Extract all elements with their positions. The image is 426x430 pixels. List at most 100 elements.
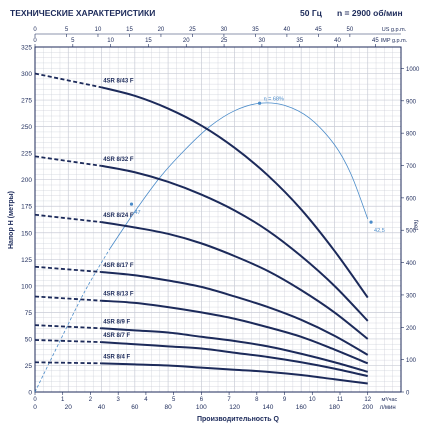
y-tick-label: 300	[21, 71, 32, 78]
pump-curve-line	[101, 341, 368, 378]
imp-gpm-tick-label: 15	[145, 38, 152, 44]
y-tick-label: 100	[21, 283, 32, 290]
feet-tick-label: 300	[406, 293, 417, 299]
imp-gpm-tick-label: 10	[107, 38, 114, 44]
us-gpm-tick-label: 25	[189, 27, 196, 33]
m3h-tick-label: 11	[337, 397, 344, 403]
m3h-unit-label: м³/час	[381, 397, 397, 403]
imp-gpm-unit-label: IMP g.p.m.	[381, 38, 408, 44]
us-gpm-tick-label: 35	[252, 27, 259, 33]
x-tick-label: 80	[164, 404, 172, 411]
imp-gpm-tick-label: 40	[334, 38, 341, 44]
pump-curve-label: 4SR 8/4 F	[103, 354, 130, 360]
us-gpm-tick-label: 50	[347, 27, 354, 33]
pump-curve-shutoff-dashed	[34, 155, 102, 167]
efficiency-curve-group: η = 68% 47 42,5	[34, 96, 385, 393]
imp-gpm-tick-label: 35	[296, 38, 303, 44]
feet-tick-label: 700	[406, 164, 417, 170]
efficiency-peak-marker	[257, 101, 262, 105]
x-tick-label: 180	[329, 404, 340, 411]
feet-tick-label: 600	[406, 196, 417, 202]
y-tick-label: 25	[25, 363, 33, 370]
y-tick-label: 250	[21, 124, 32, 131]
pump-curve-shutoff-dashed	[34, 265, 102, 273]
x-tick-label: 20	[65, 404, 73, 411]
y-tick-label: 50	[25, 336, 33, 343]
imp-gpm-tick-label: 0	[33, 38, 37, 44]
y-tick-label: 275	[21, 98, 32, 105]
m3h-tick-label: 12	[364, 397, 371, 403]
pump-curve-line	[101, 327, 369, 373]
m3h-tick-label: 6	[200, 397, 204, 403]
imp-gpm-tick-label: 20	[183, 38, 190, 44]
frequency-label: 50 Гц	[300, 8, 322, 18]
speed-label: n = 2900 об/мин	[337, 8, 403, 18]
m3h-tick-label: 2	[89, 397, 93, 403]
x-tick-label: 0	[33, 404, 37, 411]
pump-curve-line	[101, 299, 369, 365]
efficiency-curve-dashed	[34, 248, 111, 393]
feet-unit-label: feet	[412, 220, 418, 230]
feet-tick-label: 900	[406, 99, 417, 105]
pump-curve-label: 4SR 8/9 F	[103, 319, 130, 325]
x-tick-label: 200	[362, 404, 373, 411]
us-gpm-tick-label: 15	[126, 27, 133, 33]
y-tick-label: 175	[21, 204, 32, 211]
x-tick-label: 140	[262, 404, 273, 411]
y-axis-title: Напор H (метры)	[8, 191, 15, 249]
pump-curves-group: 4SR 8/43 F 4SR 8/32 F 4SR 8/24 F 4SR 8/17 F…	[34, 72, 369, 385]
pump-curve-shutoff-dashed	[34, 72, 102, 89]
feet-tick-label: 100	[406, 358, 417, 364]
feet-tick-label: 1000	[406, 67, 420, 73]
feet-tick-label: 400	[406, 261, 417, 267]
pump-curve-shutoff-dashed	[34, 295, 102, 302]
pump-curve-line	[101, 86, 369, 299]
annotation-marker	[369, 220, 373, 224]
pump-curve-shutoff-dashed	[34, 361, 102, 365]
y-tick-label: 75	[25, 310, 33, 317]
x-tick-label: 160	[296, 404, 307, 411]
m3h-tick-label: 8	[255, 397, 259, 403]
m3h-tick-label: 1	[61, 397, 65, 403]
imp-gpm-tick-label: 45	[372, 38, 379, 44]
page-title: ТЕХНИЧЕСКИЕ ХАРАКТЕРИСТИКИ	[10, 8, 156, 18]
m3h-tick-label: 0	[33, 397, 37, 403]
x-tick-label: 120	[229, 404, 240, 411]
x-tick-label: 40	[98, 404, 106, 411]
pump-curve-shutoff-dashed	[34, 324, 102, 330]
x-tick-label: 100	[196, 404, 207, 411]
imp-gpm-tick-label: 25	[221, 38, 228, 44]
us-gpm-tick-label: 20	[158, 27, 165, 33]
annotation-label: 42,5	[374, 228, 385, 234]
m3h-tick-label: 4	[144, 397, 148, 403]
us-gpm-tick-label: 40	[284, 27, 291, 33]
efficiency-label: η = 68%	[264, 96, 284, 102]
imp-gpm-tick-label: 5	[71, 38, 75, 44]
y-tick-label: 150	[21, 230, 32, 237]
m3h-tick-label: 7	[227, 397, 231, 403]
y-tick-label: 0	[28, 390, 32, 397]
x-tick-label: 60	[131, 404, 139, 411]
y-tick-label: 125	[21, 257, 32, 264]
feet-tick-label: 500	[406, 229, 417, 235]
pump-curve-line	[101, 271, 369, 356]
pump-curve-label: 4SR 8/17 F	[103, 263, 134, 269]
y-tick-label: 325	[21, 45, 32, 52]
m3h-tick-label: 5	[172, 397, 176, 403]
annotation-marker	[129, 202, 134, 206]
pump-curve-label: 4SR 8/32 F	[103, 157, 134, 163]
y-tick-label: 225	[21, 151, 32, 158]
x-unit-label: л/мин	[380, 405, 396, 411]
feet-tick-label: 200	[406, 326, 417, 332]
y-tick-label: 200	[21, 177, 32, 184]
us-gpm-unit-label: US g.p.m.	[382, 27, 407, 33]
annotation-label: 47	[134, 210, 140, 216]
us-gpm-tick-label: 0	[33, 27, 37, 33]
pump-curve-label: 4SR 8/24 F	[103, 213, 134, 219]
pump-curve-line	[101, 362, 368, 385]
chart-grid	[34, 46, 402, 393]
us-gpm-tick-label: 10	[95, 27, 102, 33]
